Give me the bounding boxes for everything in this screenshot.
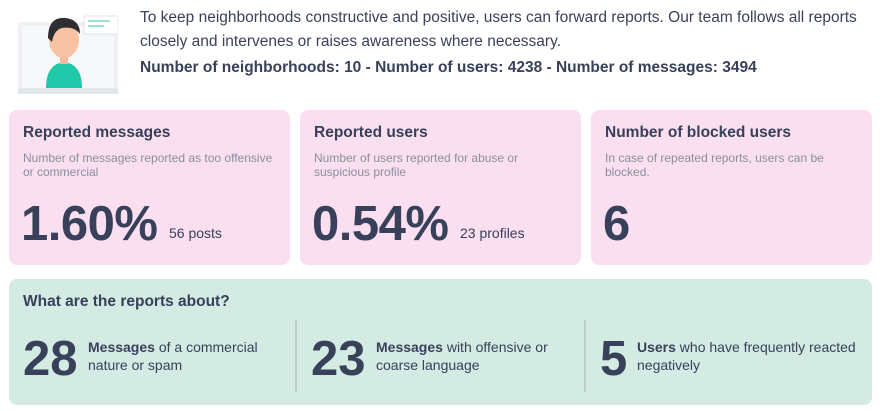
report-category-offensive: 23 Messages with offensive or coarse lan…: [311, 319, 581, 395]
card-value: 0.54%: [312, 197, 449, 251]
category-count: 28: [23, 332, 78, 386]
intro-stats: Number of neighborhoods: 10 - Number of …: [140, 59, 757, 76]
blocked-users-card: Number of blocked users In case of repea…: [591, 110, 872, 265]
category-text: Messages with offensive or coarse langua…: [376, 338, 548, 374]
card-description: Number of messages reported as too offen…: [23, 151, 273, 179]
category-line1: of a commercial: [154, 339, 258, 355]
card-subvalue: 23 profiles: [460, 225, 525, 241]
panel-title: What are the reports about?: [23, 293, 230, 310]
person-at-computer-illustration: [18, 4, 119, 96]
category-text: Messages of a commercial nature or spam: [88, 338, 258, 374]
category-bold: Messages: [88, 339, 155, 355]
category-line2: coarse language: [376, 357, 480, 373]
category-line2: negatively: [637, 357, 701, 373]
category-bold: Users: [637, 339, 676, 355]
intro-section: To keep neighborhoods constructive and p…: [0, 0, 880, 100]
category-line1: with offensive or: [442, 339, 548, 355]
category-count: 5: [600, 332, 628, 386]
category-count: 23: [311, 332, 366, 386]
card-description: Number of users reported for abuse or su…: [314, 151, 519, 179]
report-category-commercial: 28 Messages of a commercial nature or sp…: [23, 319, 293, 395]
card-subvalue: 56 posts: [169, 225, 222, 241]
card-title: Reported users: [314, 124, 428, 141]
category-bold: Messages: [376, 339, 443, 355]
divider: [295, 320, 297, 392]
category-line1: who have frequently reacted: [675, 339, 856, 355]
card-title: Number of blocked users: [605, 124, 792, 141]
reported-users-card: Reported users Number of users reported …: [300, 110, 581, 265]
card-value: 6: [603, 197, 630, 251]
card-description: In case of repeated reports, users can b…: [605, 151, 824, 179]
reported-messages-card: Reported messages Number of messages rep…: [9, 110, 290, 265]
reports-about-panel: What are the reports about? 28 Messages …: [9, 279, 872, 405]
intro-description: To keep neighborhoods constructive and p…: [140, 9, 857, 50]
card-value: 1.60%: [21, 197, 158, 251]
divider: [584, 320, 586, 392]
category-text: Users who have frequently reacted negati…: [637, 338, 856, 374]
report-category-negative-users: 5 Users who have frequently reacted nega…: [600, 319, 865, 395]
card-title: Reported messages: [23, 124, 171, 141]
category-line2: nature or spam: [88, 357, 183, 373]
